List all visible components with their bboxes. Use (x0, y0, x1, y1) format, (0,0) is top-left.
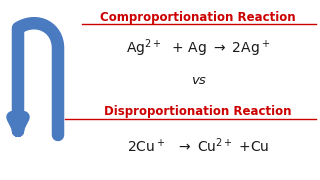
Text: 2Cu$^+$  $\rightarrow$ Cu$^{2+}$ +Cu: 2Cu$^+$ $\rightarrow$ Cu$^{2+}$ +Cu (127, 137, 269, 155)
Text: vs: vs (191, 73, 205, 87)
Text: Disproportionation Reaction: Disproportionation Reaction (104, 105, 292, 118)
Text: $\mathregular{Ag^{2+}}$  + Ag $\rightarrow$ 2Ag$^+$: $\mathregular{Ag^{2+}}$ + Ag $\rightarro… (126, 37, 270, 59)
Text: Comproportionation Reaction: Comproportionation Reaction (100, 10, 296, 24)
